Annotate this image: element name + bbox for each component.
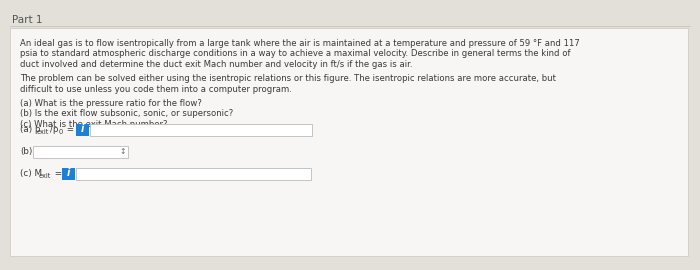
Text: exit: exit xyxy=(39,173,51,179)
Text: i: i xyxy=(80,124,84,134)
Text: duct involved and determine the duct exit Mach number and velocity in ft/s if th: duct involved and determine the duct exi… xyxy=(20,60,412,69)
Bar xyxy=(33,146,128,157)
Text: difficult to use unless you code them into a computer program.: difficult to use unless you code them in… xyxy=(20,85,292,93)
Text: (a) p: (a) p xyxy=(20,125,41,134)
Bar xyxy=(90,123,312,136)
Text: i: i xyxy=(66,168,70,178)
FancyBboxPatch shape xyxy=(10,28,688,256)
Text: (c) M: (c) M xyxy=(20,169,42,178)
Text: Part 1: Part 1 xyxy=(12,15,43,25)
Text: ↕: ↕ xyxy=(120,147,126,156)
Text: (b): (b) xyxy=(20,147,32,156)
Text: =: = xyxy=(52,169,62,178)
Bar xyxy=(76,167,311,180)
Text: (b) Is the exit flow subsonic, sonic, or supersonic?: (b) Is the exit flow subsonic, sonic, or… xyxy=(20,109,233,118)
Text: (c) What is the exit Mach number?: (c) What is the exit Mach number? xyxy=(20,120,167,129)
Bar xyxy=(76,123,89,136)
Text: psia to standard atmospheric discharge conditions in a way to achieve a maximal : psia to standard atmospheric discharge c… xyxy=(20,49,570,59)
Text: An ideal gas is to flow isentropically from a large tank where the air is mainta: An ideal gas is to flow isentropically f… xyxy=(20,39,580,48)
Text: 0: 0 xyxy=(59,129,63,135)
Text: /p: /p xyxy=(50,125,59,134)
Text: The problem can be solved either using the isentropic relations or this figure. : The problem can be solved either using t… xyxy=(20,74,556,83)
Text: exit: exit xyxy=(37,129,50,135)
Text: (a) What is the pressure ratio for the flow?: (a) What is the pressure ratio for the f… xyxy=(20,99,202,107)
Text: =: = xyxy=(64,125,74,134)
Bar xyxy=(62,167,75,180)
